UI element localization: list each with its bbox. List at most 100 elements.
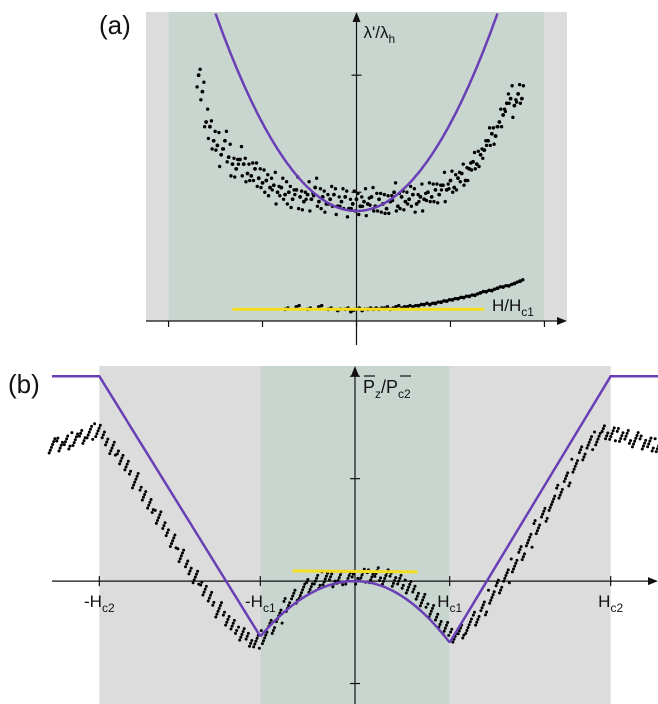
a-data-point	[519, 96, 524, 101]
a-data-point	[420, 209, 425, 213]
a-data-point	[432, 199, 436, 204]
a-data-point	[198, 67, 202, 72]
b-data-point	[466, 626, 470, 630]
a-data-point	[258, 167, 262, 171]
b-data-point	[279, 608, 283, 612]
a-data-point	[439, 188, 444, 192]
b-data-point	[139, 485, 143, 489]
b-data-point	[388, 574, 392, 578]
panel-b: (b) -Hc2 -Hc1 Hc1 Hc2 Pz/Pc2	[8, 366, 658, 704]
b-data-point	[518, 548, 522, 552]
b-data-point	[432, 603, 436, 607]
b-xtick-label-main: -H	[84, 592, 102, 611]
a-data-point	[433, 188, 438, 192]
b-data-point	[376, 566, 380, 570]
b-data-point	[230, 624, 234, 628]
b-data-point	[262, 639, 266, 643]
b-data-point	[49, 445, 53, 449]
a-data-point	[375, 191, 379, 196]
a-data-point	[469, 168, 474, 172]
b-data-point	[93, 422, 97, 426]
a-data-point	[225, 160, 229, 164]
b-data-point	[246, 631, 250, 635]
b-data-point	[620, 434, 624, 438]
b-data-point	[405, 588, 409, 592]
a-data-point	[517, 82, 522, 87]
b-data-point	[562, 480, 566, 484]
b-data-point	[209, 593, 213, 597]
a-data-point	[247, 162, 251, 166]
a-data-point	[372, 209, 376, 213]
a-x-title: H/Hc1	[492, 296, 534, 319]
b-data-point	[568, 481, 572, 485]
a-data-point	[493, 134, 498, 138]
a-data-point	[422, 302, 427, 307]
a-data-point	[452, 185, 457, 190]
b-data-point	[549, 503, 553, 507]
a-data-point	[464, 294, 469, 298]
b-y-title-part: c2	[398, 387, 411, 401]
b-data-point	[462, 633, 466, 637]
a-data-point	[226, 155, 231, 160]
b-data-point	[583, 452, 587, 456]
b-data-point	[574, 462, 578, 466]
a-data-point	[383, 211, 387, 216]
b-data-point	[537, 526, 541, 530]
a-data-point	[495, 286, 500, 291]
b-data-point	[178, 557, 182, 561]
b-data-point	[248, 644, 252, 648]
a-data-point	[244, 180, 248, 184]
b-data-point	[422, 595, 426, 599]
b-data-point	[82, 439, 86, 443]
a-data-point	[270, 188, 274, 192]
a-data-point	[275, 190, 280, 195]
a-data-point	[488, 143, 493, 148]
b-data-point	[255, 636, 259, 640]
a-data-point	[487, 288, 491, 293]
b-data-point	[196, 569, 200, 573]
b-data-point	[429, 609, 433, 613]
a-data-point	[281, 197, 286, 201]
a-data-point	[456, 296, 460, 301]
b-data-point	[544, 519, 548, 523]
b-data-point	[577, 451, 581, 455]
a-data-point	[300, 208, 305, 212]
b-data-point	[625, 431, 629, 435]
b-data-point	[232, 618, 236, 622]
b-data-point	[101, 433, 105, 437]
b-data-point	[119, 459, 123, 463]
a-data-point	[518, 279, 522, 284]
b-data-point	[480, 606, 484, 610]
b-data-point	[468, 620, 472, 624]
b-data-point	[394, 576, 398, 580]
b-data-point	[73, 438, 77, 442]
b-data-point	[590, 435, 594, 439]
b-data-point	[371, 572, 375, 576]
b-data-point	[512, 567, 516, 571]
a-data-point	[304, 197, 308, 201]
b-data-point	[146, 506, 150, 510]
a-x-title-main: H/H	[492, 296, 521, 315]
a-data-point	[284, 180, 289, 184]
a-data-point	[217, 164, 222, 169]
b-data-point	[623, 437, 627, 441]
b-data-point	[263, 636, 267, 640]
b-data-point	[585, 446, 589, 450]
a-data-point	[419, 302, 424, 307]
a-data-point	[210, 147, 214, 151]
a-data-point	[431, 182, 435, 186]
a-data-point	[323, 210, 327, 214]
b-data-point	[390, 584, 394, 588]
b-data-point	[135, 474, 139, 478]
b-data-point	[411, 590, 415, 594]
a-region-0	[146, 12, 169, 321]
b-data-point	[249, 641, 253, 645]
a-data-point	[444, 299, 449, 304]
b-data-point	[548, 506, 552, 510]
b-data-point	[104, 443, 108, 447]
b-xtick-label: -Hc2	[84, 592, 115, 615]
a-data-point	[512, 281, 517, 286]
a-data-point	[508, 96, 513, 101]
a-data-point	[489, 131, 494, 136]
b-data-point	[346, 576, 350, 580]
